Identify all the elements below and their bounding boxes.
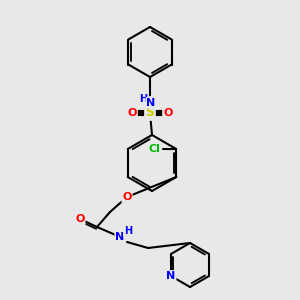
Text: S: S bbox=[146, 106, 154, 119]
Text: N: N bbox=[146, 98, 156, 108]
Text: Cl: Cl bbox=[148, 144, 160, 154]
Text: H: H bbox=[124, 226, 132, 236]
Text: S: S bbox=[146, 106, 154, 119]
Text: O: O bbox=[75, 214, 85, 224]
Text: N: N bbox=[116, 232, 124, 242]
Text: N: N bbox=[166, 271, 176, 281]
Text: O: O bbox=[163, 108, 173, 118]
Text: O: O bbox=[163, 108, 173, 118]
Text: O: O bbox=[122, 192, 132, 202]
Text: S: S bbox=[146, 106, 154, 119]
Text: N: N bbox=[146, 97, 156, 107]
Text: H: H bbox=[139, 94, 147, 104]
Text: H: H bbox=[139, 94, 147, 104]
Text: O: O bbox=[127, 108, 137, 118]
Text: O: O bbox=[127, 108, 137, 118]
